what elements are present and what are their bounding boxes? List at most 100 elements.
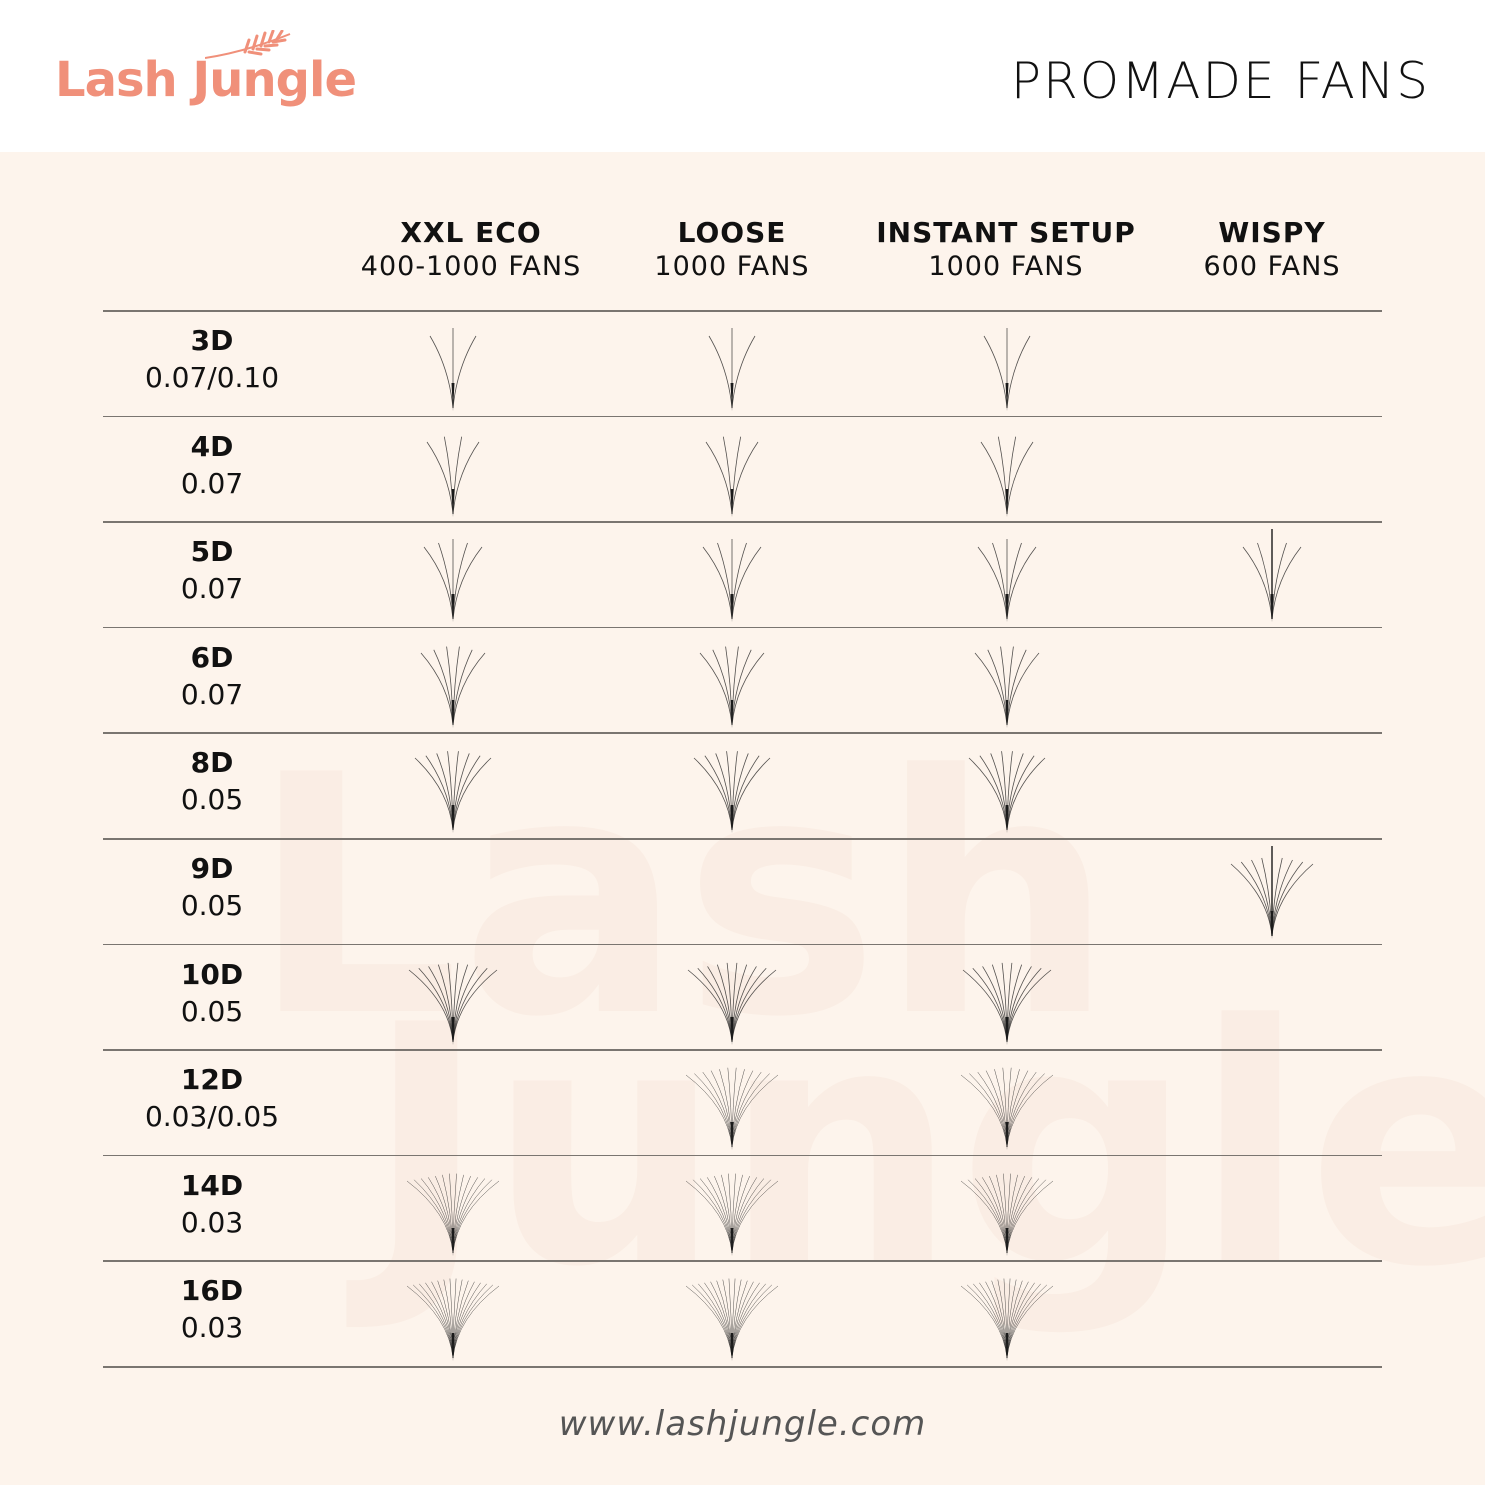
column-name: XXL ECO xyxy=(400,216,542,249)
fan-base xyxy=(1270,594,1274,623)
lash-strand xyxy=(702,546,733,620)
fan-type: 5D xyxy=(190,535,234,569)
lash-fan-icon xyxy=(685,1173,779,1256)
column-count: 400-1000 FANS xyxy=(360,251,582,282)
lash-strand xyxy=(731,543,747,620)
row-divider xyxy=(103,521,1382,523)
lash-strand xyxy=(452,755,481,831)
fan-base xyxy=(1005,488,1009,517)
fan-base xyxy=(730,594,734,623)
fan-base xyxy=(730,1333,734,1362)
fan-base xyxy=(451,805,455,834)
fan-base xyxy=(730,488,734,517)
lash-strand xyxy=(973,1284,1008,1359)
fan-type: 9D xyxy=(190,852,234,885)
column-count: 600 FANS xyxy=(1203,251,1341,282)
lash-thickness: 0.05 xyxy=(180,994,244,1028)
row-label: 16D 0.03 xyxy=(112,1274,312,1344)
fan-base xyxy=(1270,911,1274,939)
lash-strand xyxy=(452,1284,487,1359)
lash-strand xyxy=(717,543,733,620)
lash-fan-icon xyxy=(687,962,777,1045)
brand-logo: Lash Jungle xyxy=(55,52,357,108)
lash-strand xyxy=(420,652,454,725)
lash-strand xyxy=(1006,543,1022,620)
fan-base xyxy=(451,488,455,517)
lash-strand xyxy=(685,1074,733,1148)
lash-strand xyxy=(985,1282,1008,1359)
lash-strand xyxy=(974,652,1008,725)
lash-strand xyxy=(452,335,477,409)
lash-fan-icon xyxy=(406,1173,500,1256)
row-label: 12D 0.03/0.05 xyxy=(112,1063,312,1133)
column-header: XXL ECO 400-1000 FANS xyxy=(321,216,621,282)
row-divider xyxy=(103,1260,1382,1262)
lash-thickness: 0.07 xyxy=(180,572,244,606)
lash-strand xyxy=(429,335,454,409)
lash-strand xyxy=(1006,1282,1029,1359)
lash-strand xyxy=(977,546,1008,620)
row-divider xyxy=(103,838,1382,840)
lash-strand xyxy=(708,335,733,409)
lash-strand xyxy=(1230,863,1273,937)
lash-strand xyxy=(731,969,777,1042)
lash-strand xyxy=(452,758,492,831)
lash-fan-icon xyxy=(699,646,765,728)
lash-strand xyxy=(452,1179,493,1253)
fan-base xyxy=(451,594,455,623)
lash-strand xyxy=(1242,546,1273,620)
lash-strand xyxy=(1006,546,1037,620)
header: Lash Jungle PROMADE FANS xyxy=(0,0,1485,152)
lash-strand xyxy=(1006,1286,1054,1359)
lash-strand xyxy=(731,1286,779,1359)
lash-strand xyxy=(433,649,454,725)
lash-strand xyxy=(1271,863,1314,937)
lash-strand xyxy=(413,1179,454,1253)
fan-base xyxy=(1005,1016,1009,1045)
fan-base xyxy=(1005,1333,1009,1362)
website-url[interactable]: www.lashjungle.com xyxy=(558,1404,927,1444)
lash-fan-icon xyxy=(702,539,762,623)
column-header: LOOSE 1000 FANS xyxy=(582,216,882,282)
lash-fan-icon xyxy=(974,646,1040,728)
lash-strand xyxy=(710,1282,733,1359)
fan-type: 3D xyxy=(190,324,234,357)
lash-strand xyxy=(1006,1284,1041,1359)
lash-strand xyxy=(1271,543,1287,620)
row-label: 9D 0.05 xyxy=(112,852,312,922)
lash-thickness: 0.07 xyxy=(180,677,244,711)
lash-strand xyxy=(967,1179,1008,1253)
column-count: 1000 FANS xyxy=(928,251,1084,282)
row-divider xyxy=(103,1049,1382,1051)
lash-fan-icon xyxy=(705,436,759,517)
row-divider xyxy=(103,1154,1382,1157)
lash-strand xyxy=(731,652,765,725)
lash-strand xyxy=(705,441,733,514)
fan-type: 10D xyxy=(180,957,244,991)
lash-fan-icon xyxy=(414,751,492,834)
lash-strand xyxy=(1257,543,1273,620)
lash-strand xyxy=(1006,1180,1054,1253)
column-header: WISPY 600 FANS xyxy=(1122,216,1422,282)
lash-fan-icon xyxy=(980,436,1034,517)
lash-strand xyxy=(1240,861,1273,937)
lash-strand xyxy=(423,546,454,620)
lash-strand xyxy=(987,649,1008,725)
lash-fan-icon xyxy=(408,962,498,1045)
lash-fan-icon xyxy=(429,328,477,411)
fan-base xyxy=(451,383,455,411)
lash-strand xyxy=(731,755,760,831)
lash-strand xyxy=(419,1284,454,1359)
fan-base xyxy=(1005,383,1009,411)
lash-strand xyxy=(731,1074,779,1148)
lash-fan-icon xyxy=(1230,846,1314,939)
lash-strand xyxy=(1271,546,1302,620)
lash-strand xyxy=(983,335,1008,409)
lash-strand xyxy=(704,755,733,831)
lash-strand xyxy=(980,441,1008,514)
lash-fan-icon xyxy=(960,1278,1054,1362)
row-label: 3D 0.07/0.10 xyxy=(112,324,312,394)
lash-strand xyxy=(699,652,733,725)
lash-strand xyxy=(438,543,454,620)
lash-fan-icon xyxy=(693,751,771,834)
